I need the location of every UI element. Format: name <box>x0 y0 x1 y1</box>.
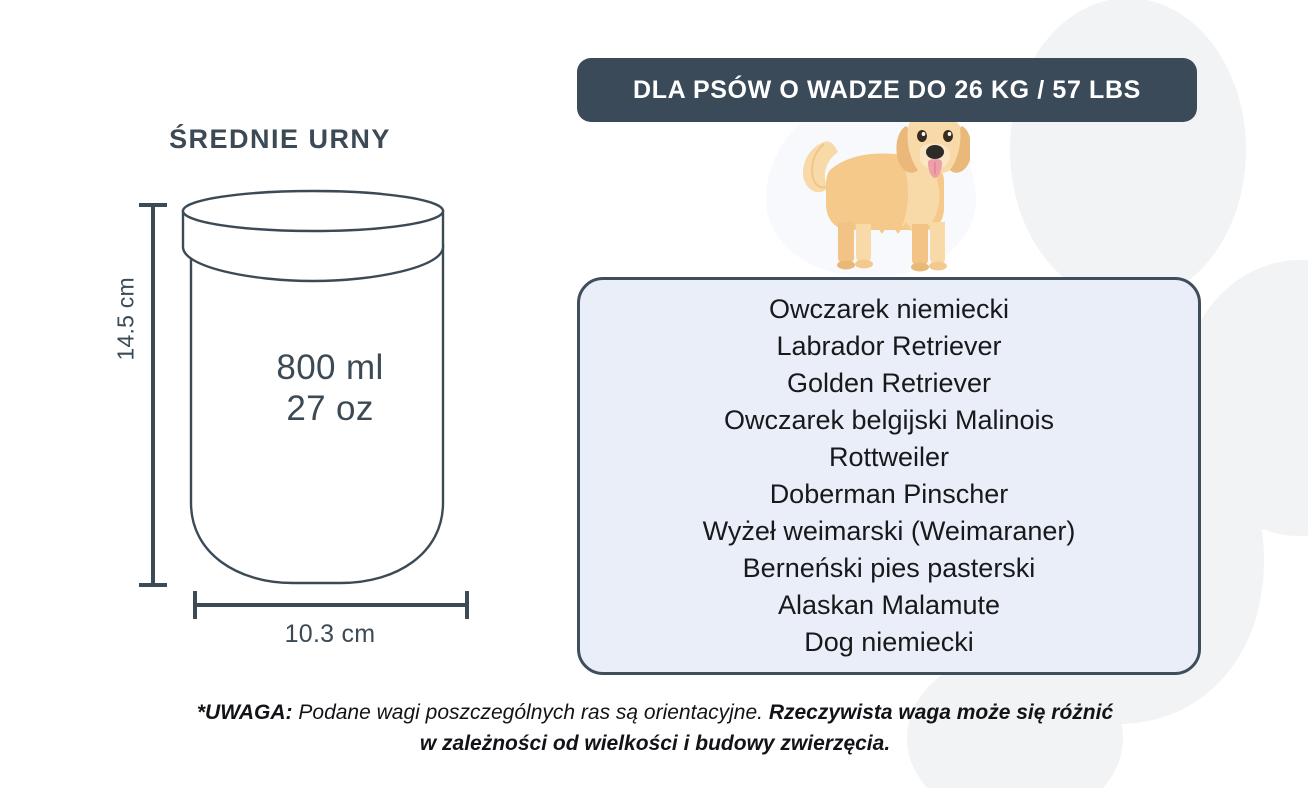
breed-list-item: Dog niemiecki <box>804 627 974 657</box>
breed-list-item: Rottweiler <box>828 442 950 472</box>
urn-size-title: ŚREDNIE URNY <box>169 124 391 154</box>
urn-lid-outline <box>181 189 445 283</box>
width-dimension-line <box>193 591 469 619</box>
breed-list-box: Owczarek niemiecki Labrador Retriever Go… <box>577 277 1201 675</box>
footnote-middle: Podane wagi poszczególnych ras są orient… <box>292 701 769 724</box>
breed-list-item: Berneński pies pasterski <box>742 553 1036 583</box>
urn-height-label: 14.5 cm <box>112 277 139 361</box>
footnote-disclaimer: *UWAGA: Podane wagi poszczególnych ras s… <box>190 697 1120 759</box>
footnote-lead: *UWAGA: <box>196 701 293 724</box>
breed-list-item: Labrador Retriever <box>776 331 1002 361</box>
weight-banner: DLA PSÓW O WADZE DO 26 KG / 57 LBS <box>577 58 1197 122</box>
breed-list-item: Owczarek niemiecki <box>768 294 1010 324</box>
height-dimension-line <box>139 203 167 587</box>
dog-illustration <box>762 96 994 278</box>
weight-banner-label: DLA PSÓW O WADZE DO 26 KG / 57 LBS <box>633 75 1141 104</box>
breed-list-item: Owczarek belgijski Malinois <box>723 405 1055 435</box>
urn-diagram <box>139 189 469 619</box>
golden-retriever-icon <box>802 114 970 272</box>
breed-list-item: Wyżeł weimarski (Weimaraner) <box>702 516 1076 546</box>
breed-list-item: Doberman Pinscher <box>769 479 1009 509</box>
breed-list-item: Golden Retriever <box>786 368 992 398</box>
breed-list-item: Alaskan Malamute <box>777 590 1001 620</box>
urn-body-outline <box>189 243 445 585</box>
urn-panel: ŚREDNIE URNY <box>0 0 560 700</box>
urn-width-label: 10.3 cm <box>284 620 376 648</box>
